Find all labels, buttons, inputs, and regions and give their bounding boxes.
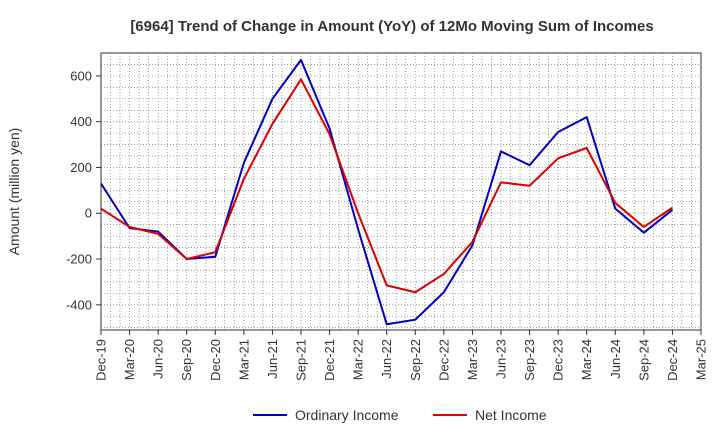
x-tick-label: Dec-24 bbox=[665, 339, 680, 381]
y-tick-label: 400 bbox=[70, 114, 92, 129]
x-tick-label: Mar-24 bbox=[579, 339, 594, 380]
y-tick-label: 200 bbox=[70, 160, 92, 175]
x-tick-label: Mar-22 bbox=[351, 339, 366, 380]
y-tick-label: -400 bbox=[66, 297, 92, 312]
x-tick-label: Mar-21 bbox=[236, 339, 251, 380]
x-tick-label: Sep-20 bbox=[179, 339, 194, 381]
y-axis-label: Amount (million yen) bbox=[6, 128, 22, 256]
x-tick-label: Jun-20 bbox=[151, 339, 166, 379]
x-tick-label: Mar-25 bbox=[694, 339, 709, 380]
x-tick-label: Jun-23 bbox=[494, 339, 509, 379]
x-tick-label: Mar-23 bbox=[465, 339, 480, 380]
plot-area: -400 -200 0 200 400 600 Dec-19 Mar-20 Jun-20 Sep-… bbox=[66, 52, 709, 381]
y-tick-label: -200 bbox=[66, 252, 92, 267]
y-tick-label: 0 bbox=[85, 206, 92, 221]
x-tick-label: Dec-23 bbox=[551, 339, 566, 381]
legend-label: Ordinary Income bbox=[295, 407, 399, 423]
x-tick-label: Jun-24 bbox=[608, 339, 623, 379]
x-tick-label: Jun-22 bbox=[379, 339, 394, 379]
legend: Ordinary Income Net Income bbox=[253, 407, 547, 423]
legend-label: Net Income bbox=[475, 407, 547, 423]
x-tick-label: Sep-21 bbox=[294, 339, 309, 381]
x-tick-label: Jun-21 bbox=[265, 339, 280, 379]
series-line-ordinary-income bbox=[100, 58, 674, 326]
x-tick-label: Sep-22 bbox=[408, 339, 423, 381]
chart-title: [6964] Trend of Change in Amount (YoY) o… bbox=[130, 18, 653, 35]
x-tick-label: Dec-19 bbox=[94, 339, 109, 381]
x-tick-label: Mar-20 bbox=[122, 339, 137, 380]
plot-frame bbox=[100, 52, 702, 331]
x-tick-label: Sep-24 bbox=[636, 339, 651, 381]
x-tick-label: Sep-23 bbox=[522, 339, 537, 381]
x-tick-label: Dec-21 bbox=[322, 339, 337, 381]
x-tick-label: Dec-20 bbox=[208, 339, 223, 381]
x-tick-label: Dec-22 bbox=[436, 339, 451, 381]
y-tick-label: 600 bbox=[70, 68, 92, 83]
series-line-net-income bbox=[100, 78, 673, 294]
